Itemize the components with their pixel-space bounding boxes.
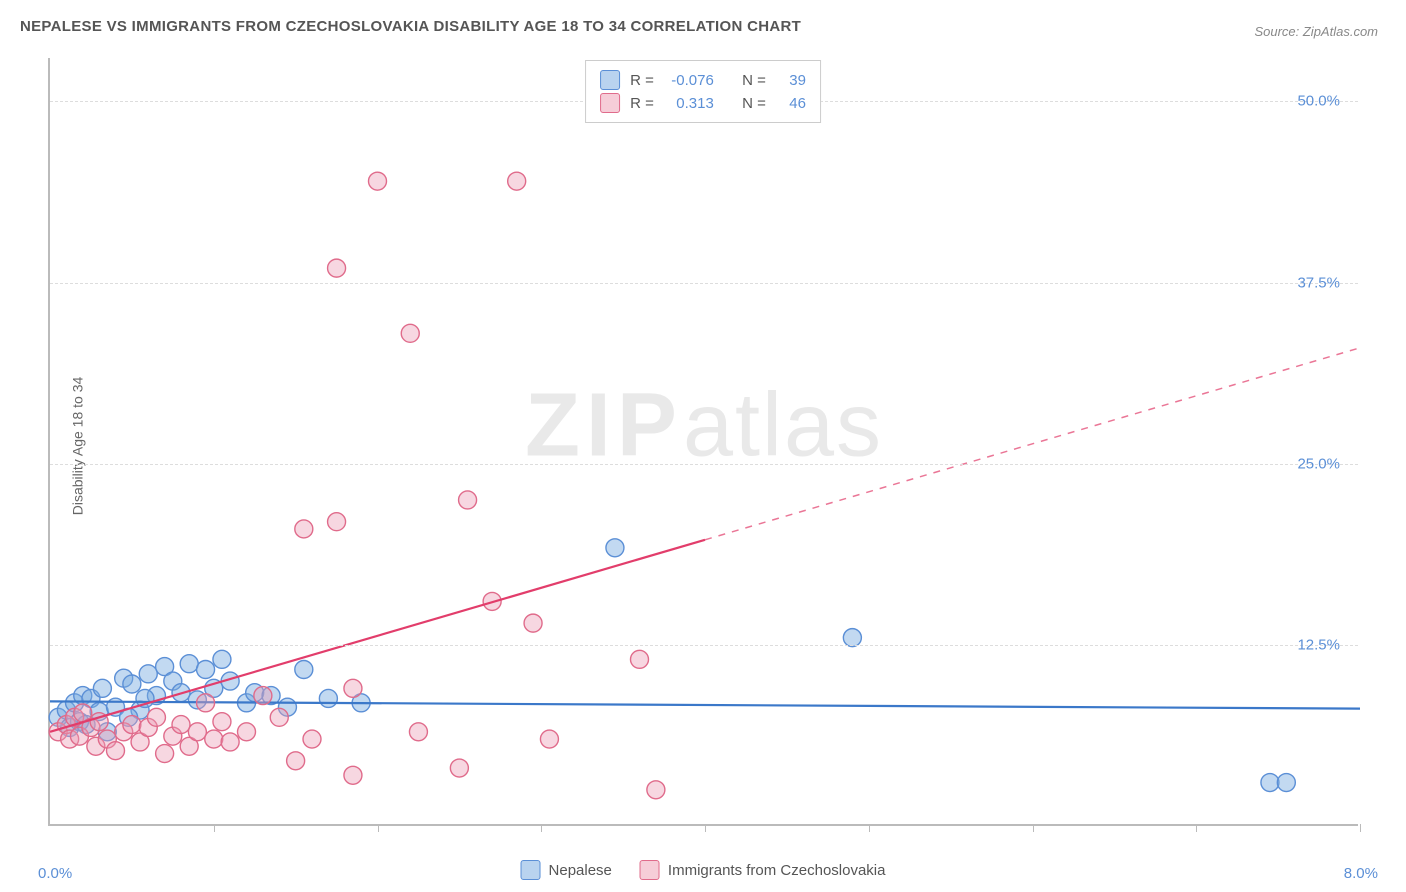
stats-n-label: N = <box>742 72 766 89</box>
x-tick <box>214 824 215 832</box>
scatter-point <box>123 716 141 734</box>
stats-legend-row: R = -0.076 N = 39 <box>600 70 806 90</box>
stats-r-value: 0.313 <box>664 95 714 112</box>
x-tick <box>1196 824 1197 832</box>
stats-r-label: R = <box>630 72 654 89</box>
y-tick-label: 37.5% <box>1297 274 1340 291</box>
x-tick <box>1033 824 1034 832</box>
stats-legend: R = -0.076 N = 39 R = 0.313 N = 46 <box>585 60 821 123</box>
scatter-point <box>508 172 526 190</box>
legend-label: Immigrants from Czechoslovakia <box>668 862 886 879</box>
legend-swatch <box>600 93 620 113</box>
scatter-point <box>188 723 206 741</box>
gridline <box>50 283 1358 284</box>
scatter-point <box>344 679 362 697</box>
x-tick <box>378 824 379 832</box>
scatter-point <box>409 723 427 741</box>
scatter-point <box>1277 774 1295 792</box>
scatter-point <box>303 730 321 748</box>
x-tick <box>705 824 706 832</box>
series-legend: Nepalese Immigrants from Czechoslovakia <box>521 860 886 880</box>
legend-label: Nepalese <box>549 862 612 879</box>
scatter-point <box>540 730 558 748</box>
scatter-point <box>295 661 313 679</box>
stats-r-label: R = <box>630 95 654 112</box>
legend-item: Immigrants from Czechoslovakia <box>640 860 886 880</box>
trend-line-extrapolated <box>705 348 1360 540</box>
scatter-point <box>524 614 542 632</box>
x-axis-max-label: 8.0% <box>1344 865 1378 882</box>
scatter-point <box>123 675 141 693</box>
scatter-point <box>631 650 649 668</box>
y-tick-label: 50.0% <box>1297 93 1340 110</box>
scatter-point <box>295 520 313 538</box>
scatter-point <box>93 679 111 697</box>
legend-item: Nepalese <box>521 860 612 880</box>
scatter-point <box>647 781 665 799</box>
scatter-point <box>107 742 125 760</box>
x-tick <box>541 824 542 832</box>
x-axis-min-label: 0.0% <box>38 865 72 882</box>
scatter-point <box>450 759 468 777</box>
legend-swatch <box>640 860 660 880</box>
x-tick <box>869 824 870 832</box>
scatter-point <box>205 730 223 748</box>
scatter-point <box>287 752 305 770</box>
scatter-point <box>606 539 624 557</box>
stats-n-value: 46 <box>776 95 806 112</box>
scatter-point <box>156 745 174 763</box>
scatter-point <box>328 259 346 277</box>
scatter-point <box>197 694 215 712</box>
x-tick <box>1360 824 1361 832</box>
scatter-point <box>213 650 231 668</box>
scatter-point <box>401 324 419 342</box>
gridline <box>50 645 1358 646</box>
scatter-point <box>254 687 272 705</box>
scatter-point <box>172 716 190 734</box>
plot-svg <box>50 58 1358 824</box>
stats-r-value: -0.076 <box>664 72 714 89</box>
stats-n-label: N = <box>742 95 766 112</box>
plot-area: ZIPatlas 12.5%25.0%37.5%50.0% <box>48 58 1358 826</box>
scatter-point <box>180 655 198 673</box>
legend-swatch <box>600 70 620 90</box>
legend-swatch <box>521 860 541 880</box>
scatter-point <box>139 665 157 683</box>
scatter-point <box>328 513 346 531</box>
scatter-point <box>147 708 165 726</box>
scatter-point <box>197 661 215 679</box>
scatter-point <box>344 766 362 784</box>
chart-title: NEPALESE VS IMMIGRANTS FROM CZECHOSLOVAK… <box>20 18 801 35</box>
scatter-point <box>270 708 288 726</box>
scatter-point <box>221 733 239 751</box>
y-tick-label: 12.5% <box>1297 636 1340 653</box>
source-attribution: Source: ZipAtlas.com <box>1254 24 1378 39</box>
scatter-point <box>459 491 477 509</box>
stats-legend-row: R = 0.313 N = 46 <box>600 93 806 113</box>
y-tick-label: 25.0% <box>1297 455 1340 472</box>
scatter-point <box>319 689 337 707</box>
scatter-point <box>238 723 256 741</box>
stats-n-value: 39 <box>776 72 806 89</box>
gridline <box>50 464 1358 465</box>
scatter-point <box>213 713 231 731</box>
scatter-point <box>369 172 387 190</box>
scatter-point <box>1261 774 1279 792</box>
